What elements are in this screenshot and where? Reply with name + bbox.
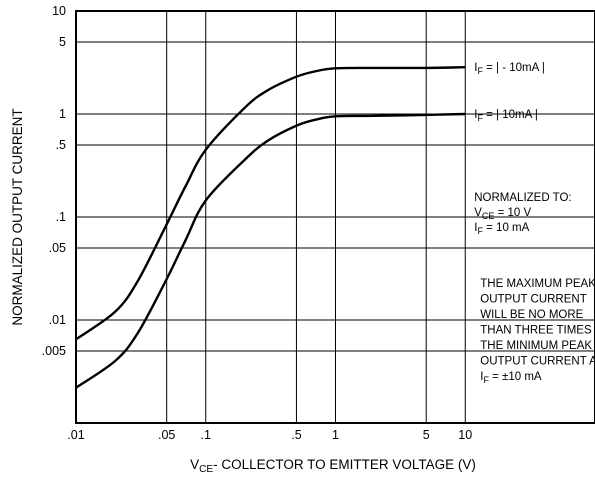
peak-current-note-line: OUTPUT CURRENT xyxy=(480,294,586,306)
series-label-if-10ma: IF = | 10mA | xyxy=(474,109,538,123)
x-tick-label: .05 xyxy=(158,428,175,442)
normalized-note-line: VCE = 10 V xyxy=(474,207,531,221)
y-tick-label: .005 xyxy=(42,344,66,358)
series-label-if-neg-10ma: IF = | - 10mA | xyxy=(474,62,545,76)
peak-current-note-line: THE MINIMUM PEAK xyxy=(480,340,592,352)
x-tick-label: 1 xyxy=(332,428,339,442)
peak-current-note-line: THAN THREE TIMES xyxy=(480,325,592,337)
chart-annotations: NORMALIZED TO: VCE = 10 VIF = 10 mA THE MA… xyxy=(474,192,595,385)
y-tick-label: .5 xyxy=(56,138,66,152)
x-tick-label: 5 xyxy=(423,428,430,442)
x-tick-label: .1 xyxy=(201,428,211,442)
x-tick-label: 10 xyxy=(458,428,472,442)
y-tick-label: .01 xyxy=(49,313,66,327)
y-tick-labels: 10 5 1 .5 .1 .05 .01 .005 xyxy=(42,4,66,358)
y-tick-label: .1 xyxy=(56,210,66,224)
series-line-if-neg-10ma xyxy=(75,66,466,341)
peak-current-note-line: OUTPUT CURRENT AT xyxy=(480,356,595,368)
x-tick-label: .5 xyxy=(291,428,301,442)
y-axis-title: NORMALIZED OUTPUT CURRENT xyxy=(10,108,25,325)
y-tick-label: 10 xyxy=(52,4,66,18)
peak-current-note-line: IF = ±10 mA xyxy=(480,371,542,385)
series-line-if-10ma xyxy=(75,112,466,389)
y-tick-label: 1 xyxy=(59,107,66,121)
x-axis-title: VCE- COLLECTOR TO EMITTER VOLTAGE (V) xyxy=(190,457,476,475)
normalized-note-line: NORMALIZED TO: xyxy=(474,192,571,204)
x-tick-labels: .01 .05 .1 .5 1 5 10 xyxy=(67,428,472,442)
chart-series-group xyxy=(75,66,466,389)
series-labels: IF = | - 10mA | IF = | 10mA | xyxy=(474,62,545,123)
plot-frame xyxy=(75,10,595,424)
x-tick-label: .01 xyxy=(67,428,84,442)
peak-current-note-line: WILL BE NO MORE xyxy=(480,309,583,321)
chart-grid xyxy=(76,11,595,423)
peak-current-note-line: THE MAXIMUM PEAK xyxy=(480,278,595,290)
y-tick-label: .05 xyxy=(49,241,66,255)
normalized-note-line: IF = 10 mA xyxy=(474,222,529,236)
y-tick-label: 5 xyxy=(59,35,66,49)
